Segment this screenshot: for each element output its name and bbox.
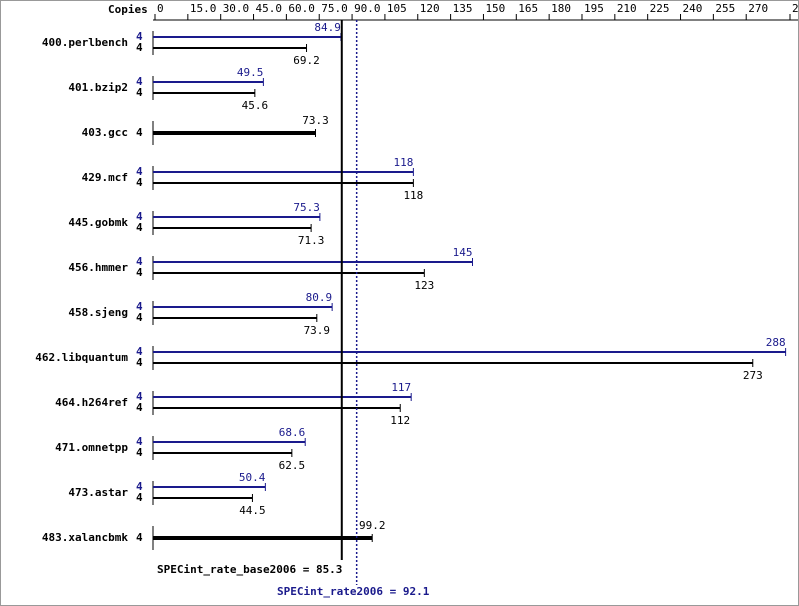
category-label: 400.perlbench xyxy=(42,36,128,49)
value-label: 68.6 xyxy=(279,426,306,439)
copies-label: 4 xyxy=(136,86,143,99)
copies-label: 4 xyxy=(136,41,143,54)
category-label: 401.bzip2 xyxy=(68,81,128,94)
value-label: 50.4 xyxy=(239,471,266,484)
category-label: 483.xalancbmk xyxy=(42,531,128,544)
category-label: 456.hmmer xyxy=(68,261,128,274)
value-label: 71.3 xyxy=(298,234,325,247)
copies-label: 4 xyxy=(136,126,143,139)
reference-label: SPECint_rate_base2006 = 85.3 xyxy=(157,563,342,576)
copies-label: 4 xyxy=(136,300,143,313)
x-tick-label: 225 xyxy=(650,2,670,15)
category-label: 403.gcc xyxy=(82,126,128,139)
copies-label: 4 xyxy=(136,390,143,403)
value-label: 62.5 xyxy=(279,459,306,472)
x-tick-label: 90.0 xyxy=(354,2,381,15)
x-tick-label: 135 xyxy=(453,2,473,15)
category-label: 458.sjeng xyxy=(68,306,128,319)
value-label: 80.9 xyxy=(306,291,333,304)
value-label: 44.5 xyxy=(239,504,266,517)
copies-label: 4 xyxy=(136,345,143,358)
value-label: 118 xyxy=(403,189,423,202)
value-label: 117 xyxy=(391,381,411,394)
value-label: 112 xyxy=(390,414,410,427)
value-label: 145 xyxy=(453,246,473,259)
copies-header: Copies xyxy=(108,3,148,16)
category-label: 445.gobmk xyxy=(68,216,128,229)
category-label: 464.h264ref xyxy=(55,396,128,409)
copies-label: 4 xyxy=(136,210,143,223)
x-tick-label: 195 xyxy=(584,2,604,15)
x-tick-label: 60.0 xyxy=(288,2,315,15)
category-label: 429.mcf xyxy=(82,171,128,184)
copies-label: 4 xyxy=(136,480,143,493)
copies-label: 4 xyxy=(136,30,143,43)
category-label: 471.omnetpp xyxy=(55,441,128,454)
x-tick-label: 105 xyxy=(387,2,407,15)
category-label: 462.libquantum xyxy=(35,351,128,364)
value-label: 99.2 xyxy=(359,519,386,532)
x-tick-label: 240 xyxy=(683,2,703,15)
reference-label: SPECint_rate2006 = 92.1 xyxy=(277,585,430,598)
copies-label: 4 xyxy=(136,311,143,324)
copies-label: 4 xyxy=(136,221,143,234)
copies-label: 4 xyxy=(136,435,143,448)
copies-label: 4 xyxy=(136,531,143,544)
value-label: 73.9 xyxy=(304,324,331,337)
value-label: 45.6 xyxy=(242,99,269,112)
x-tick-label: 0 xyxy=(157,2,164,15)
copies-label: 4 xyxy=(136,446,143,459)
value-label: 69.2 xyxy=(293,54,320,67)
copies-label: 4 xyxy=(136,176,143,189)
value-label: 84.9 xyxy=(314,21,341,34)
x-tick-label: 150 xyxy=(485,2,505,15)
value-label: 273 xyxy=(743,369,763,382)
x-tick-label: 290 xyxy=(792,2,799,15)
copies-label: 4 xyxy=(136,401,143,414)
copies-label: 4 xyxy=(136,75,143,88)
copies-label: 4 xyxy=(136,255,143,268)
x-tick-label: 165 xyxy=(518,2,538,15)
value-label: 73.3 xyxy=(302,114,329,127)
value-label: 288 xyxy=(766,336,786,349)
x-tick-label: 45.0 xyxy=(256,2,283,15)
value-label: 118 xyxy=(394,156,414,169)
x-tick-label: 120 xyxy=(420,2,440,15)
x-tick-label: 210 xyxy=(617,2,637,15)
x-tick-label: 75.0 xyxy=(321,2,348,15)
copies-label: 4 xyxy=(136,266,143,279)
copies-label: 4 xyxy=(136,356,143,369)
value-label: 49.5 xyxy=(237,66,264,79)
x-tick-label: 180 xyxy=(551,2,571,15)
value-label: 123 xyxy=(414,279,434,292)
x-tick-label: 255 xyxy=(715,2,735,15)
x-tick-label: 30.0 xyxy=(223,2,250,15)
copies-label: 4 xyxy=(136,165,143,178)
x-tick-label: 15.0 xyxy=(190,2,217,15)
value-label: 75.3 xyxy=(293,201,320,214)
category-label: 473.astar xyxy=(68,486,128,499)
x-tick-label: 270 xyxy=(748,2,768,15)
copies-label: 4 xyxy=(136,491,143,504)
